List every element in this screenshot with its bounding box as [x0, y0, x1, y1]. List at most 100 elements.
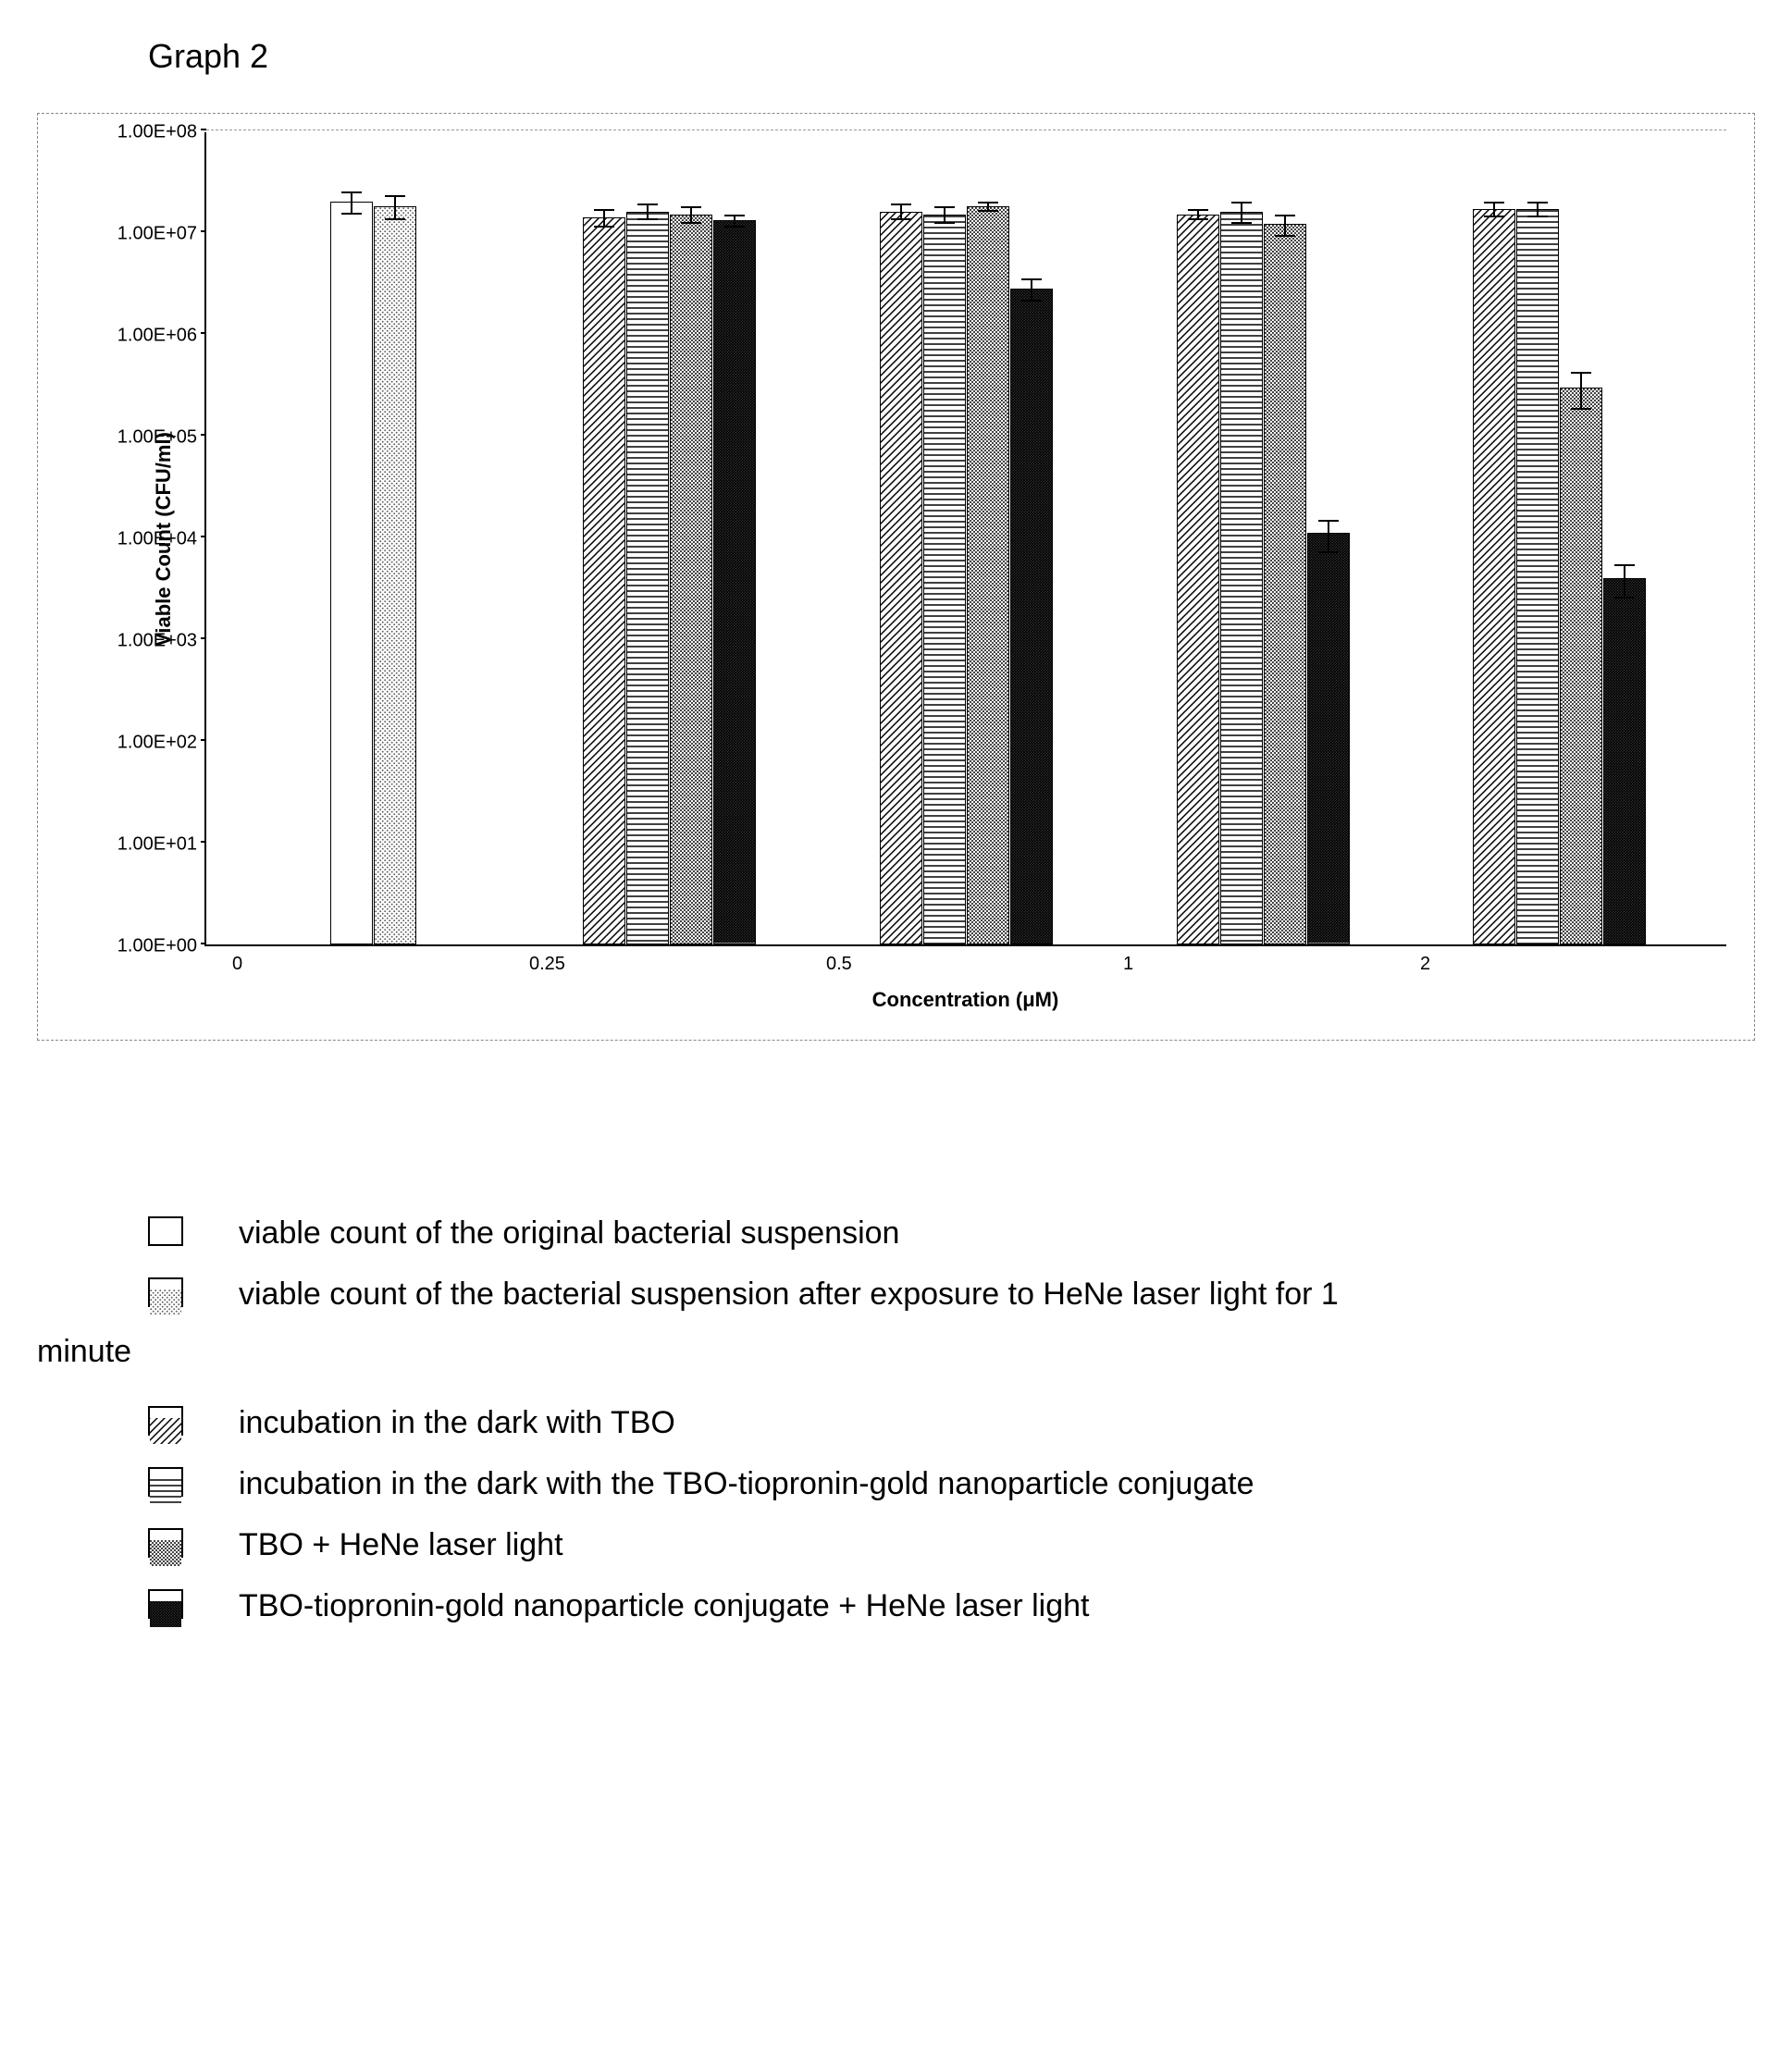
- y-axis-label-wrap: Viable Count (CFU/ml): [66, 132, 103, 946]
- bar: [1560, 388, 1602, 944]
- x-tick-label: 1: [1114, 954, 1411, 975]
- bar-groups: [206, 132, 1726, 944]
- bar-rect: [1220, 212, 1263, 944]
- error-cap: [1231, 202, 1252, 204]
- y-tick-mark: [201, 943, 206, 944]
- error-cap: [385, 195, 405, 197]
- bar: [713, 220, 756, 944]
- error-cap: [637, 204, 658, 205]
- legend-text: incubation in the dark with the TBO-tiop…: [239, 1458, 1755, 1511]
- error-cap: [934, 206, 955, 208]
- bar-rect: [1560, 388, 1602, 944]
- legend-swatch: [148, 1528, 183, 1558]
- chart-body: Viable Count (CFU/ml) 1.00E+001.00E+011.…: [66, 132, 1726, 946]
- bar: [1473, 209, 1515, 944]
- error-cap: [341, 191, 362, 193]
- error-cap: [1021, 278, 1042, 280]
- bar-rect: [1307, 533, 1350, 944]
- bar: [880, 212, 922, 944]
- legend-text: TBO + HeNe laser light: [239, 1519, 1755, 1573]
- y-tick-label: 1.00E+06: [117, 326, 197, 347]
- bar-rect: [1516, 209, 1559, 944]
- error-cap: [1275, 215, 1295, 216]
- y-tick-mark: [201, 739, 206, 741]
- y-ticks: 1.00E+001.00E+011.00E+021.00E+031.00E+04…: [103, 132, 204, 946]
- x-tick-label: 0.5: [817, 954, 1114, 975]
- bar-rect: [967, 206, 1009, 944]
- bar: [1603, 578, 1646, 944]
- y-tick-label: 1.00E+08: [117, 122, 197, 143]
- bar-rect: [1010, 289, 1053, 944]
- legend-swatch: [148, 1216, 183, 1246]
- y-tick-mark: [201, 841, 206, 843]
- y-tick-mark: [201, 536, 206, 537]
- legend-swatch: [148, 1467, 183, 1497]
- bar-rect: [1177, 215, 1219, 944]
- legend-item: viable count of the original bacterial s…: [37, 1207, 1755, 1261]
- bar: [330, 202, 373, 944]
- legend-item: incubation in the dark with the TBO-tiop…: [37, 1458, 1755, 1511]
- bar: [1010, 289, 1053, 944]
- error-cap: [1614, 564, 1635, 566]
- legend-text: viable count of the original bacterial s…: [239, 1207, 1755, 1261]
- bar-rect: [880, 212, 922, 944]
- x-tick-label: 0: [223, 954, 520, 975]
- legend-swatch: [148, 1277, 183, 1307]
- bar: [923, 215, 966, 944]
- bar-rect: [626, 212, 669, 944]
- bar-rect: [374, 206, 416, 944]
- bar: [374, 206, 416, 944]
- error-cap: [594, 209, 614, 211]
- legend-text: viable count of the bacterial suspension…: [239, 1268, 1755, 1322]
- bar-group: [522, 212, 819, 944]
- legend-text-continuation: minute: [37, 1326, 1755, 1379]
- bar: [1307, 533, 1350, 944]
- page: Graph 2 Viable Count (CFU/ml) 1.00E+001.…: [37, 37, 1755, 1634]
- y-tick-mark: [201, 332, 206, 334]
- graph-title: Graph 2: [148, 37, 1755, 76]
- error-cap: [724, 215, 745, 216]
- y-tick-label: 1.00E+05: [117, 427, 197, 449]
- bar-rect: [583, 217, 625, 944]
- y-tick-mark: [201, 637, 206, 639]
- legend: viable count of the original bacterial s…: [37, 1207, 1755, 1634]
- error-cap: [1318, 520, 1339, 522]
- error-cap: [978, 202, 998, 204]
- bar-rect: [670, 215, 712, 944]
- legend-text: incubation in the dark with TBO: [239, 1397, 1755, 1450]
- y-tick-label: 1.00E+01: [117, 834, 197, 856]
- error-cap: [891, 204, 911, 205]
- legend-item: TBO-tiopronin-gold nanoparticle conjugat…: [37, 1580, 1755, 1634]
- bar-rect: [1603, 578, 1646, 944]
- bar-group: [225, 202, 522, 944]
- y-tick-label: 1.00E+03: [117, 631, 197, 652]
- chart-frame: Viable Count (CFU/ml) 1.00E+001.00E+011.…: [37, 113, 1755, 1041]
- bar-rect: [923, 215, 966, 944]
- error-cap: [681, 206, 701, 208]
- bar: [1516, 209, 1559, 944]
- bar: [583, 217, 625, 944]
- bar-group: [818, 206, 1115, 944]
- error-cap: [1527, 202, 1548, 204]
- bar-rect: [1473, 209, 1515, 944]
- bar: [1220, 212, 1263, 944]
- bar: [1177, 215, 1219, 944]
- error-cap: [1188, 209, 1208, 211]
- error-cap: [1484, 202, 1504, 204]
- x-ticks: 00.250.512: [204, 946, 1726, 975]
- bar-rect: [1264, 224, 1306, 944]
- error-cap: [1571, 372, 1591, 374]
- legend-item: TBO + HeNe laser light: [37, 1519, 1755, 1573]
- x-axis-label: Concentration (μM): [204, 988, 1726, 1012]
- bar: [626, 212, 669, 944]
- y-tick-label: 1.00E+02: [117, 733, 197, 754]
- bar-rect: [713, 220, 756, 944]
- plot-area: [204, 132, 1726, 946]
- bar-group: [1115, 212, 1412, 944]
- legend-item: viable count of the bacterial suspension…: [37, 1268, 1755, 1322]
- legend-swatch: [148, 1589, 183, 1619]
- legend-swatch: [148, 1406, 183, 1436]
- y-tick-label: 1.00E+04: [117, 529, 197, 550]
- bar: [670, 215, 712, 944]
- y-tick-mark: [201, 434, 206, 436]
